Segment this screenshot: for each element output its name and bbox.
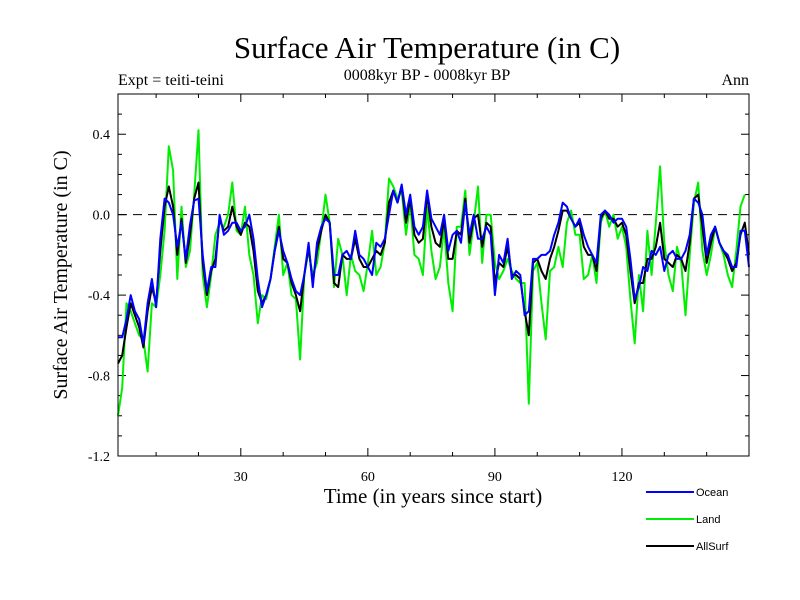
y-tick-label: -0.4: [88, 289, 110, 304]
legend-label-land: Land: [696, 514, 720, 526]
y-axis: -1.2 -0.8 -0.4 0.0 0.4: [88, 93, 749, 465]
y-tick-label: -1.2: [88, 450, 110, 465]
series-line-allsurf: [117, 181, 750, 364]
x-tick-label: 60: [361, 470, 375, 485]
x-axis: 30 60 90 120: [155, 94, 750, 485]
plot-frame: [117, 93, 750, 457]
y-tick-label: -0.8: [88, 370, 110, 385]
legend-label-allsurf: AllSurf: [696, 541, 729, 553]
y-axis-label: Surface Air Temperature (in C): [50, 150, 72, 399]
series-line-ocean: [118, 183, 750, 345]
x-tick-label: 120: [611, 470, 632, 485]
y-tick-label: 0.4: [93, 128, 111, 143]
x-axis-label: Time (in years since start): [324, 484, 543, 508]
season-label: Ann: [721, 72, 749, 89]
legend-label-ocean: Ocean: [696, 487, 728, 499]
experiment-label: Expt = teiti-teini: [118, 72, 224, 89]
series-line-land: [117, 129, 746, 416]
series-layer: [117, 129, 750, 416]
legend: Ocean Land AllSurf: [646, 487, 729, 553]
chart-subtitle: 0008kyr BP - 0008kyr BP: [344, 67, 511, 84]
chart-title: Surface Air Temperature (in C): [234, 30, 620, 65]
y-tick-label: 0.0: [93, 209, 111, 224]
x-tick-label: 90: [488, 470, 502, 485]
x-tick-label: 30: [234, 470, 248, 485]
